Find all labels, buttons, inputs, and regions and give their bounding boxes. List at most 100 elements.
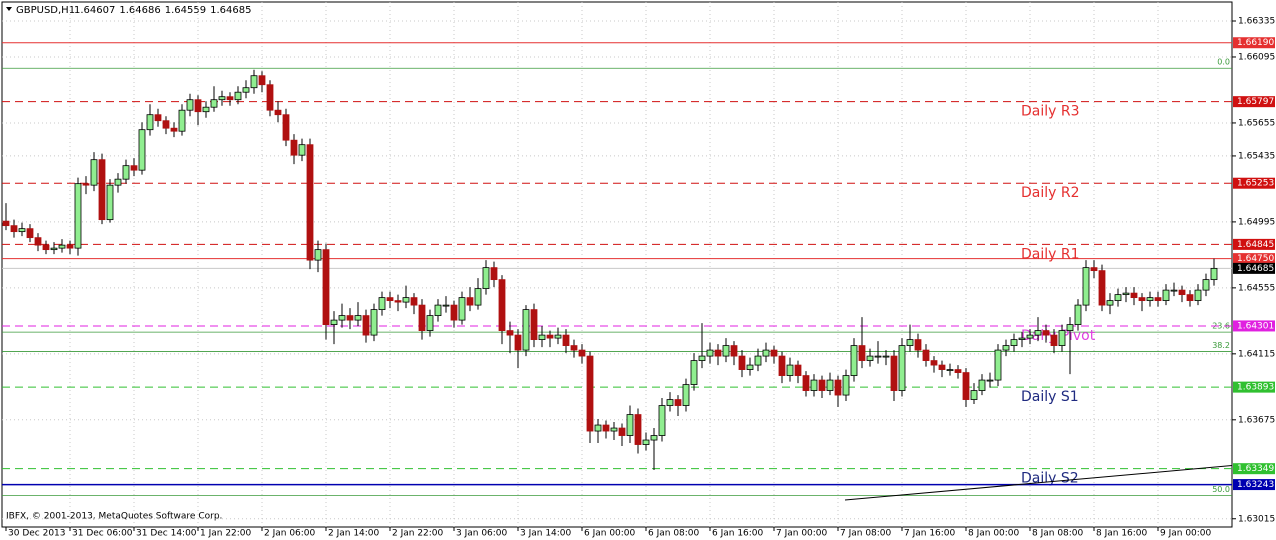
candle-body	[930, 360, 938, 366]
candle-body	[154, 114, 162, 122]
x-tick-label: 7 Jan 00:00	[776, 529, 828, 539]
candle-body	[1138, 297, 1146, 302]
candle-body	[1090, 267, 1098, 272]
candle-body	[1066, 324, 1074, 331]
candle-body	[218, 96, 226, 101]
candle-body	[762, 349, 770, 357]
candle-body	[754, 355, 762, 366]
level-label: 1.65253	[1237, 179, 1274, 189]
candle-body	[210, 99, 218, 108]
candle-body	[1010, 339, 1018, 346]
y-tick-label: 1.64995	[1238, 217, 1275, 227]
level-label: 1.64845	[1237, 240, 1274, 250]
x-tick-label: 7 Jan 16:00	[904, 529, 956, 539]
level-text: Daily R3	[1021, 104, 1080, 120]
x-tick-label: 6 Jan 00:00	[584, 529, 636, 539]
candle-body	[898, 345, 906, 391]
x-tick-label: 8 Jan 00:00	[968, 529, 1020, 539]
level-text: Daily R1	[1021, 246, 1080, 262]
candle-body	[618, 427, 626, 436]
candle-body	[418, 304, 426, 331]
level-label-box	[1233, 262, 1275, 274]
level-label-box	[1233, 177, 1275, 189]
candle-body	[874, 355, 882, 358]
candle-body	[826, 379, 834, 391]
candle-body	[466, 297, 474, 306]
candle-body	[402, 297, 410, 303]
candle-body	[1202, 279, 1210, 291]
candle-body	[530, 309, 538, 340]
candle-body	[234, 91, 242, 101]
level-text: Daily R2	[1021, 185, 1080, 201]
candle-body	[34, 237, 42, 246]
candle-body	[282, 114, 290, 141]
candle-body	[74, 183, 82, 249]
header-value: 1.64686	[119, 5, 160, 16]
candle-body	[50, 247, 58, 251]
candle-body	[1002, 345, 1010, 351]
candle-body	[802, 375, 810, 391]
candle-body	[690, 360, 698, 385]
menu-arrow	[6, 7, 12, 11]
header-values: 1.64607 1.64686 1.64559 1.64685	[74, 5, 251, 16]
x-tick-label: 30 Dec 2013	[8, 529, 66, 539]
y-tick-label: 1.64115	[1238, 349, 1275, 359]
y-tick-label: 1.66335	[1238, 16, 1275, 26]
candle-body	[146, 114, 154, 131]
candle-body	[1194, 289, 1202, 302]
x-tick-label: 2 Jan 14:00	[328, 529, 380, 539]
y-tick-label: 1.65655	[1238, 118, 1275, 128]
trendline	[844, 465, 1233, 501]
candle-body	[338, 315, 346, 321]
candle-body	[1034, 330, 1042, 336]
candle-body	[306, 144, 314, 261]
x-tick-label: 2 Jan 06:00	[264, 529, 316, 539]
candle-body	[586, 355, 594, 432]
candle-body	[546, 334, 554, 339]
level-label: 1.64685	[1237, 264, 1274, 274]
x-tick-label: 8 Jan 16:00	[1096, 529, 1148, 539]
fib-label: 38.2	[1212, 341, 1230, 350]
candle-body	[850, 345, 858, 376]
candle-body	[42, 244, 50, 251]
level-label: 1.63349	[1237, 464, 1274, 474]
y-tick-label: 1.63675	[1238, 415, 1275, 425]
x-tick-label: 6 Jan 08:00	[648, 529, 700, 539]
level-label-box	[1233, 381, 1275, 393]
candle-body	[1106, 300, 1114, 306]
candle-body	[890, 355, 898, 391]
candle-body	[10, 225, 18, 233]
level-label-box	[1233, 37, 1275, 49]
candle-body	[562, 334, 570, 346]
candle-body	[138, 129, 146, 171]
x-tick-label: 7 Jan 08:00	[840, 529, 892, 539]
candle-body	[794, 364, 802, 376]
candle-body	[786, 364, 794, 376]
candle-body	[714, 349, 722, 357]
level-label-box	[1233, 96, 1275, 108]
candle-body	[162, 120, 170, 129]
candle-body	[186, 99, 194, 111]
candle-body	[738, 355, 746, 370]
candle-body	[1018, 337, 1026, 340]
candle-body	[378, 297, 386, 311]
candle-body	[778, 355, 786, 376]
candle-body	[818, 379, 826, 391]
candle-body	[426, 315, 434, 331]
candle-body	[498, 279, 506, 331]
fib-label: 50.0	[1212, 485, 1230, 494]
candle-body	[474, 288, 482, 306]
x-tick-label: 3 Jan 06:00	[456, 529, 508, 539]
candle-body	[266, 84, 274, 111]
level-label-box	[1233, 463, 1275, 475]
candle-body	[458, 297, 466, 321]
candle-body	[170, 127, 178, 132]
candle-body	[202, 106, 210, 113]
y-tick-label: 1.64555	[1238, 283, 1275, 293]
candle-body	[706, 349, 714, 357]
candle-body	[1074, 304, 1082, 325]
candle-body	[354, 315, 362, 321]
candle-body	[386, 297, 394, 302]
candle-body	[858, 345, 866, 361]
